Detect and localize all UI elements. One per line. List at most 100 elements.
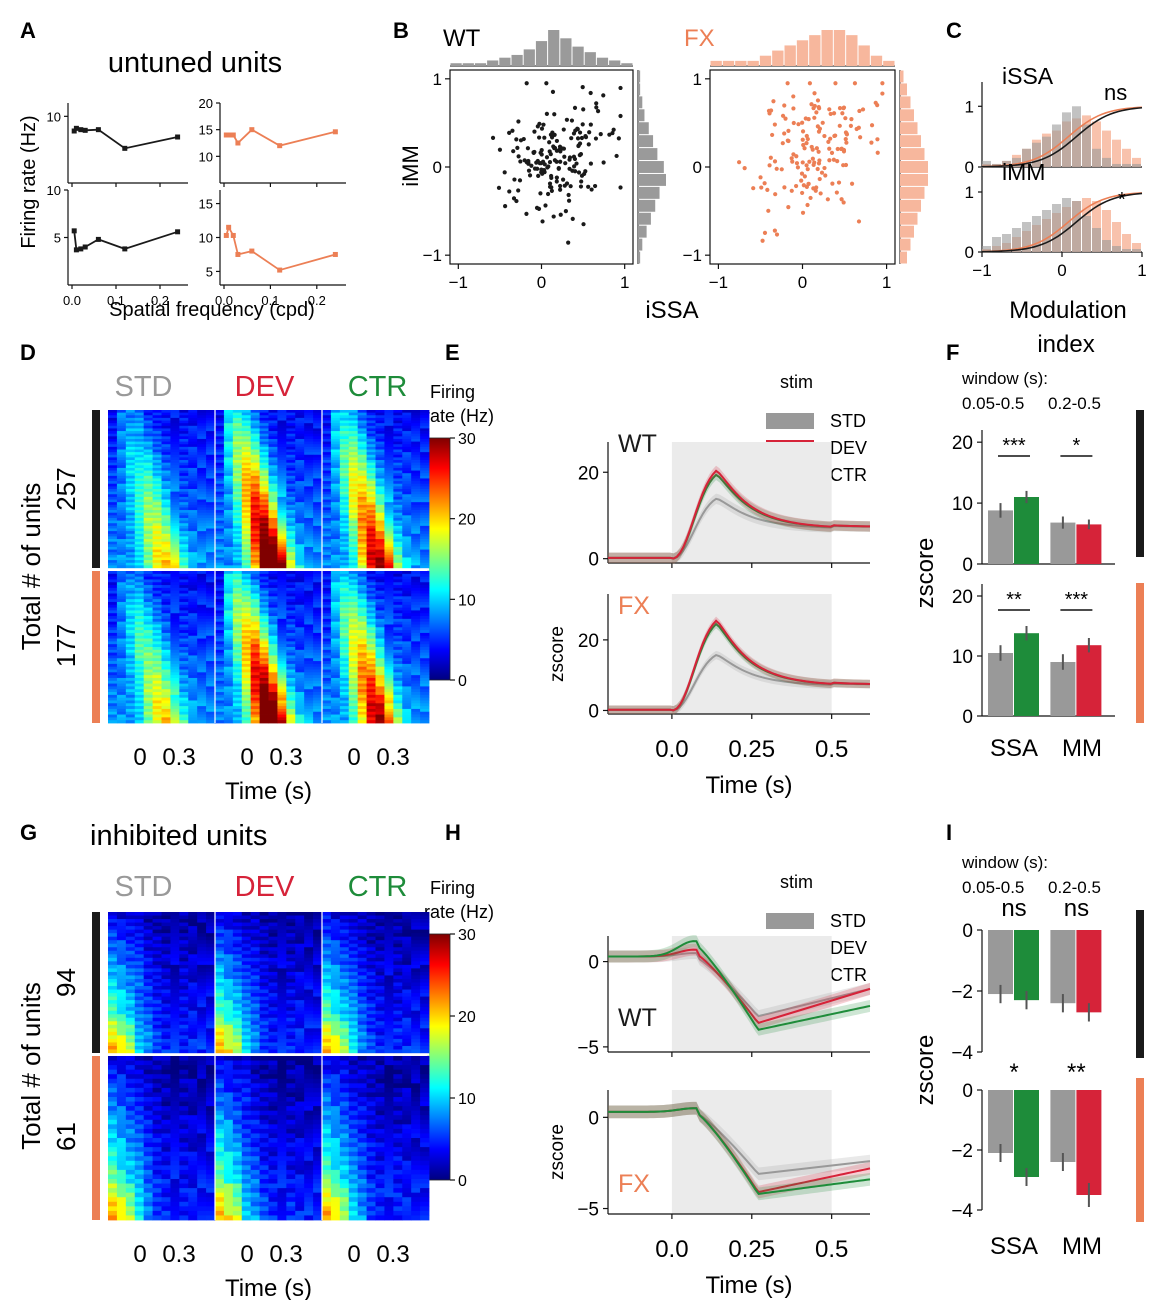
heatmap-cell <box>277 552 287 556</box>
heatmap-cell <box>268 431 278 435</box>
heatmap-cell <box>304 613 314 617</box>
wt-hist-bar <box>1082 216 1091 252</box>
heatmap-cell <box>402 638 412 642</box>
panel-letter-g: G <box>20 820 37 845</box>
heatmap-cell <box>411 720 421 724</box>
heatmap-cell <box>197 491 207 495</box>
heatmap-cell <box>179 585 189 589</box>
heatmap-cell <box>170 915 180 920</box>
heatmap-cell <box>223 412 234 416</box>
heatmap-cell <box>259 446 269 450</box>
scatter-point <box>542 135 547 140</box>
heatmap-cell <box>179 502 189 506</box>
scatter-point <box>869 140 874 145</box>
heatmap-cell <box>420 692 430 696</box>
heatmap-cell <box>393 502 403 506</box>
heatmap-cell <box>241 632 252 637</box>
heatmap-cell <box>313 703 323 707</box>
heatmap-cell <box>268 491 278 495</box>
heatmap-cell <box>125 711 136 715</box>
heatmap-cell <box>116 638 127 642</box>
heatmap-cell <box>357 425 367 429</box>
heatmap-cell <box>286 689 296 693</box>
scatter-point <box>805 202 810 208</box>
heatmap-cell <box>108 565 118 569</box>
heatmap-cell <box>375 571 385 575</box>
heatmap-cell <box>108 919 118 923</box>
heatmap-cell <box>402 452 412 456</box>
heatmap-cell <box>108 635 118 639</box>
heatmap-cell <box>393 433 403 437</box>
heatmap-cell <box>170 523 180 527</box>
heatmap-cell <box>134 922 145 927</box>
heatmap-cell <box>339 711 350 715</box>
heatmap-cell <box>170 675 180 679</box>
heatmap-cell <box>259 565 269 569</box>
scatter-point <box>869 123 875 128</box>
heatmap-cell <box>295 630 305 634</box>
heatmap-cell <box>366 460 376 464</box>
heatmap-cell <box>215 610 225 614</box>
heatmap-cell <box>215 449 225 453</box>
heatmap-cell <box>393 557 403 561</box>
scatter-point <box>551 144 556 149</box>
heatmap-cell <box>330 412 341 416</box>
heatmap-cell <box>179 943 189 948</box>
heatmap-cell <box>241 481 252 485</box>
heatmap-cell <box>241 523 252 527</box>
heatmap-cell <box>411 517 421 521</box>
heatmap-cell <box>286 470 296 474</box>
heatmap-cell <box>215 582 225 586</box>
scatter-point <box>816 129 822 134</box>
heatmap-cell <box>277 444 287 448</box>
heatmap-cell <box>259 496 269 500</box>
heatmap-cell <box>197 481 207 485</box>
heatmap-cell <box>232 452 243 456</box>
heatmap-cell <box>116 560 127 564</box>
heatmap-cell <box>348 714 359 718</box>
heatmap-cell <box>348 604 359 608</box>
heatmap-cell <box>215 557 225 561</box>
heatmap-cell <box>402 438 412 442</box>
heatmap-cell <box>322 706 332 710</box>
heatmap-cell <box>411 478 421 482</box>
heatmap-cell <box>241 680 252 684</box>
heatmap-cell <box>134 607 145 611</box>
heatmap-cell <box>197 720 207 724</box>
heatmap-cell <box>313 711 323 715</box>
heatmap-cell <box>313 652 323 656</box>
heatmap-cell <box>304 510 314 514</box>
scatter-point <box>618 113 623 119</box>
scatter-point <box>762 230 768 235</box>
heatmap-cell <box>348 489 359 493</box>
heatmap-cell <box>125 616 136 620</box>
heatmap-cell <box>348 454 359 458</box>
heatmap-cell <box>250 706 260 710</box>
heatmap-cell <box>268 607 278 611</box>
heatmap-cell <box>268 420 278 424</box>
heatmap-cell <box>170 706 180 710</box>
heatmap-cell <box>143 462 153 466</box>
heatmap-cell <box>152 922 162 927</box>
heatmap-cell <box>322 504 332 508</box>
heatmap-cell <box>384 415 394 419</box>
heatmap-cell <box>330 717 341 721</box>
heatmap-cell <box>116 470 127 474</box>
colorbar-tick-label: 0 <box>458 1173 467 1190</box>
heatmap-cell <box>134 425 145 429</box>
heatmap-cell <box>241 504 252 508</box>
heatmap-cell <box>161 947 171 952</box>
heatmap-cell <box>277 607 287 611</box>
heatmap-cell <box>384 652 394 656</box>
heatmap-cell <box>384 446 394 450</box>
heatmap-cell <box>304 504 314 508</box>
heatmap-cell <box>375 475 385 479</box>
heatmap-cell <box>161 541 171 545</box>
heatmap-cell <box>116 649 127 654</box>
heatmap-cell <box>197 579 207 583</box>
heatmap-cell <box>250 517 260 521</box>
heatmap-cell <box>393 573 403 578</box>
scatter-point <box>577 130 583 135</box>
heatmap-cell <box>286 475 296 479</box>
heatmap-cell <box>348 573 359 578</box>
